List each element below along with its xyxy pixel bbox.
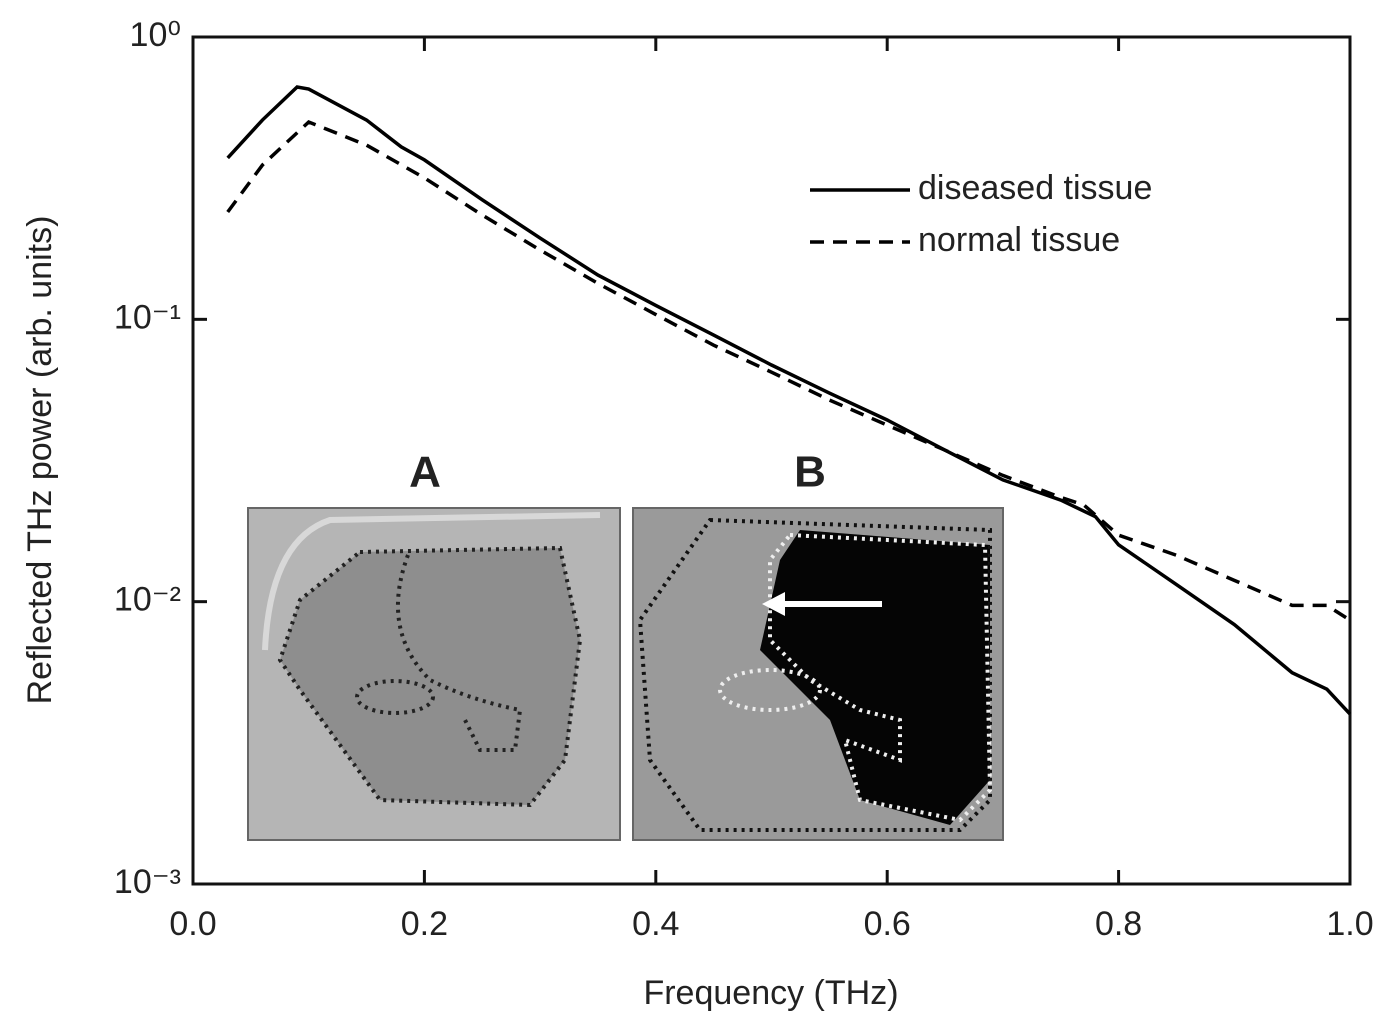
x-tick-label: 0.8: [1095, 905, 1142, 943]
x-tick-label: 0.2: [401, 905, 448, 943]
x-tick-label: 1.0: [1326, 905, 1373, 943]
inset-label: A: [409, 448, 441, 497]
data-line: [226, 85, 1352, 716]
y-tick-label: 10⁻²: [114, 581, 181, 619]
x-tick-label: 0.6: [864, 905, 911, 943]
inset-a: [247, 507, 621, 841]
legend-label: diseased tissue: [918, 169, 1152, 207]
x-axis-label: Frequency (THz): [643, 974, 898, 1012]
y-tick-label: 10⁻¹: [114, 298, 181, 336]
data-line: [226, 119, 1351, 622]
plot-frame: [191, 35, 1352, 886]
legend-label: normal tissue: [918, 221, 1120, 259]
x-tick-label: 0.4: [632, 905, 679, 943]
y-axis-label: Reflected THz power (arb. units): [21, 216, 59, 705]
inset-label: B: [794, 448, 826, 497]
y-tick-label: 10⁰: [130, 16, 181, 54]
y-tick-label: 10⁻³: [114, 863, 181, 901]
x-tick-label: 0.0: [169, 905, 216, 943]
inset-b: [632, 507, 1004, 841]
